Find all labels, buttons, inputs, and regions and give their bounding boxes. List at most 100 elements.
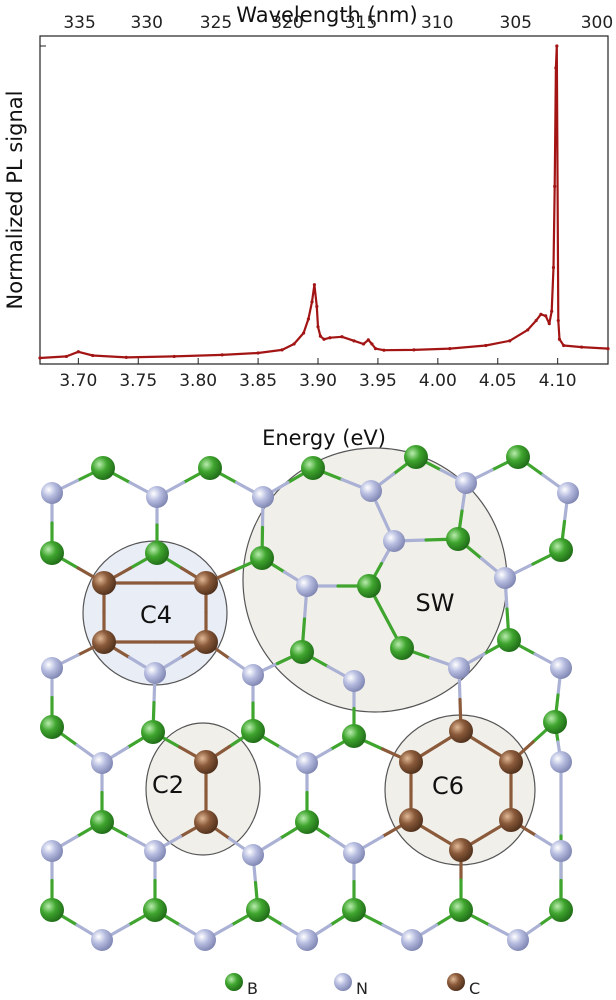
carbon-atom [449, 719, 473, 743]
pl-data-point [361, 342, 366, 346]
boron-atom [390, 636, 414, 660]
pl-data-point [328, 336, 332, 340]
pl-data-point [352, 339, 356, 343]
nitrogen-atom [242, 664, 264, 686]
y-axis-label: Normalized PL signal [3, 91, 27, 310]
pl-data-point [448, 347, 452, 351]
nitrogen-atom [91, 929, 113, 951]
c2-label: C2 [152, 771, 184, 799]
pl-data-point [318, 334, 323, 338]
carbon-atom [194, 630, 218, 654]
nitrogen-atom [360, 480, 382, 502]
boron-atom [549, 898, 573, 922]
x-tick-label: 4.00 [419, 371, 457, 391]
x-tick-label: 3.80 [179, 371, 217, 391]
carbon-atom [399, 808, 423, 832]
legend-nitrogen-label: N [356, 979, 368, 998]
boron-atom [143, 898, 167, 922]
sw-label: SW [416, 589, 455, 617]
boron-atom [446, 527, 470, 551]
pl-data-point [292, 342, 296, 346]
legend: B N C [225, 973, 480, 998]
x-tick-label: 3.75 [119, 371, 157, 391]
nitrogen-atom [343, 842, 365, 864]
nitrogen-atom [550, 657, 572, 679]
pl-data-point [91, 353, 95, 358]
pl-data-point [373, 347, 378, 351]
x-tick-label: 3.70 [59, 371, 97, 391]
legend-carbon-marker [447, 973, 465, 991]
carbon-atom [194, 810, 218, 834]
pl-data-point [550, 309, 554, 313]
pl-data-point [539, 312, 543, 316]
x-tick-label: 3.95 [359, 371, 397, 391]
c6-label: C6 [432, 772, 464, 800]
nitrogen-atom [242, 844, 264, 866]
pl-data-point [534, 318, 538, 323]
nitrogen-atom [494, 567, 516, 589]
carbon-atom [194, 750, 218, 774]
pl-data-point [556, 318, 560, 323]
carbon-atom [92, 630, 116, 654]
carbon-atom [499, 808, 523, 832]
nitrogen-atom [194, 929, 216, 951]
top-tick-label: 335 [63, 13, 95, 33]
pl-data-point [508, 339, 512, 343]
boron-atom [145, 541, 169, 565]
nitrogen-atom [455, 472, 477, 494]
x-tick-label: 3.90 [299, 371, 337, 391]
pl-data-point [124, 355, 128, 359]
pl-data-point [562, 343, 566, 348]
top-axis-ticks: 335 330 325 320 315 310 305 300 [63, 13, 613, 42]
pl-data-point [64, 354, 68, 359]
atoms [40, 445, 579, 951]
pl-data-point [322, 337, 326, 341]
pl-data-point [315, 304, 319, 309]
pl-data-point [551, 265, 556, 270]
pl-data-point [484, 343, 488, 348]
nitrogen-atom [550, 840, 572, 862]
nitrogen-atom [144, 840, 166, 862]
x-tick-label: 3.85 [239, 371, 277, 391]
carbon-atom [92, 571, 116, 595]
pl-data-point [38, 356, 42, 360]
c4-label: C4 [140, 601, 172, 629]
boron-atom [342, 724, 366, 748]
boron-atom [290, 640, 314, 664]
boron-atom [404, 445, 428, 469]
legend-carbon-label: C [469, 979, 480, 998]
nitrogen-atom [146, 486, 168, 508]
boron-atom [449, 898, 473, 922]
pl-data-point [306, 317, 311, 321]
top-tick-label: 315 [345, 13, 377, 33]
pl-data-point [555, 44, 559, 48]
series-layer [38, 44, 610, 360]
boron-atom [543, 710, 567, 734]
pl-data-point [256, 351, 260, 355]
carbon-atom [449, 838, 473, 862]
pl-data-point [370, 342, 374, 346]
nitrogen-atom [383, 530, 405, 552]
pl-data-point [312, 283, 317, 287]
pl-data-point [557, 337, 562, 341]
boron-atom [549, 538, 573, 562]
nitrogen-atom [41, 482, 63, 504]
boron-atom [301, 456, 325, 480]
boron-atom [141, 720, 165, 744]
nitrogen-atom [507, 929, 529, 951]
nitrogen-atom [296, 752, 318, 774]
pl-data-point [302, 331, 306, 335]
carbon-atom [194, 571, 218, 595]
nitrogen-atom [343, 670, 365, 692]
nitrogen-atom [296, 575, 318, 597]
pl-data-point [544, 314, 548, 318]
boron-atom [40, 541, 64, 565]
pl-data-point [553, 184, 557, 188]
boron-atom [295, 810, 319, 834]
boron-atom [91, 456, 115, 480]
pl-data-point [366, 338, 370, 342]
pl-data-point [382, 348, 386, 352]
nitrogen-atom [557, 482, 579, 504]
legend-nitrogen-marker [334, 973, 352, 991]
